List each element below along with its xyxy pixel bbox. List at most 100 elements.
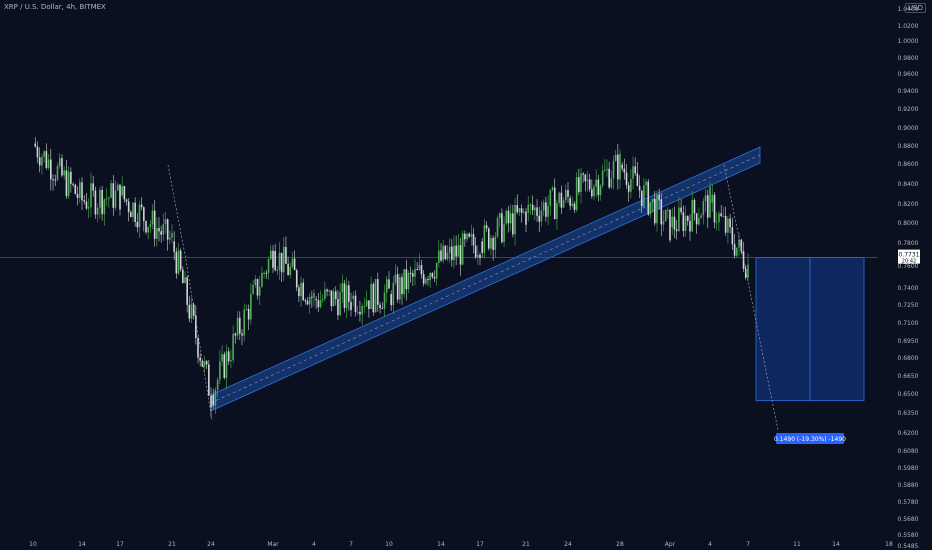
candle-body [403, 269, 405, 295]
candle-body [160, 231, 162, 235]
candle-body [114, 190, 117, 208]
y-tick-label: 0.5980 [898, 465, 919, 472]
candle-body [556, 203, 558, 220]
candle-body [523, 211, 525, 213]
candle-body [586, 179, 589, 182]
x-tick-label: 7 [349, 541, 353, 548]
candle-body [689, 220, 691, 232]
candle-body [619, 153, 621, 180]
candle-body [595, 179, 597, 187]
candle-body [669, 209, 671, 241]
candle-body [65, 170, 68, 197]
candle-body [199, 357, 201, 361]
candle-body [306, 300, 309, 305]
candle-body [162, 224, 165, 235]
candle-body [315, 298, 317, 301]
candle-body [149, 224, 152, 227]
candle-body [372, 284, 375, 313]
candle-body [503, 223, 505, 243]
candle-body [278, 252, 281, 270]
candle-body [731, 227, 734, 245]
candle-body [177, 250, 180, 274]
candle-body [747, 264, 749, 278]
candle-body [459, 245, 462, 265]
candle-body [549, 189, 552, 207]
candle-body [326, 289, 328, 292]
projection-line [723, 164, 779, 431]
candle-body [269, 250, 272, 259]
y-tick-label: 1.0000 [898, 38, 919, 45]
candle-body [304, 300, 307, 302]
candle-body [63, 170, 65, 176]
candle-body [219, 361, 221, 380]
candle-body [601, 170, 604, 186]
candle-body [695, 213, 698, 225]
candle-body [261, 272, 263, 287]
candle-body [711, 194, 714, 204]
candle-body [385, 279, 388, 293]
candle-body [377, 279, 379, 305]
candle-body [119, 184, 121, 210]
candle-body [709, 186, 711, 218]
candle-body [736, 247, 738, 256]
candle-body [348, 285, 350, 302]
candle-body [457, 245, 460, 257]
candle-body [461, 233, 464, 265]
y-tick-label: 0.9000 [898, 125, 919, 132]
candle-body [470, 234, 473, 237]
candle-body [225, 351, 228, 378]
candle-body [501, 213, 503, 243]
candle-body [496, 217, 499, 237]
candle-body [370, 284, 372, 309]
x-tick-label: 17 [476, 541, 484, 548]
candle-body [354, 295, 357, 313]
candle-body [545, 202, 547, 217]
candle-body [529, 204, 532, 206]
candle-body [247, 308, 250, 320]
candle-body [85, 201, 88, 209]
candle-body [363, 305, 366, 307]
candle-body [78, 182, 81, 198]
candle-body [656, 194, 658, 224]
candle-body [451, 246, 453, 261]
candle-body [414, 268, 416, 277]
candle-body [245, 308, 248, 310]
candle-body [361, 306, 363, 315]
candle-body [575, 177, 578, 210]
candle-body [547, 206, 549, 217]
candle-body [407, 272, 410, 290]
candle-body [192, 304, 195, 316]
currency-label[interactable]: USD [905, 3, 926, 13]
candle-body [518, 208, 521, 213]
candle-body [438, 250, 440, 264]
candle-body [121, 186, 123, 196]
candle-body [531, 204, 534, 211]
candle-body [56, 166, 59, 180]
candle-body [116, 184, 119, 191]
candle-body [166, 219, 169, 240]
current-price-value: 0.7731 [899, 252, 920, 259]
candle-body [50, 159, 52, 180]
candle-body [498, 213, 501, 218]
candle-body [691, 200, 694, 232]
candle-body [686, 216, 689, 221]
candle-body [345, 285, 348, 309]
candle-body [425, 279, 427, 284]
candle-body [505, 210, 508, 224]
candle-body [675, 229, 678, 232]
x-tick-label: 14 [78, 541, 86, 548]
x-tick-label: 24 [207, 541, 215, 548]
candle-body [195, 315, 197, 338]
candle-body [744, 268, 747, 278]
candle-body [682, 212, 685, 231]
candle-body [604, 169, 606, 171]
candle-body [698, 218, 700, 225]
candle-body [332, 291, 335, 307]
candle-body [289, 266, 292, 276]
candle-body [145, 221, 147, 233]
candle-body [534, 207, 536, 211]
candle-body [487, 228, 490, 249]
candle-body [282, 247, 285, 273]
candle-body [210, 395, 212, 408]
